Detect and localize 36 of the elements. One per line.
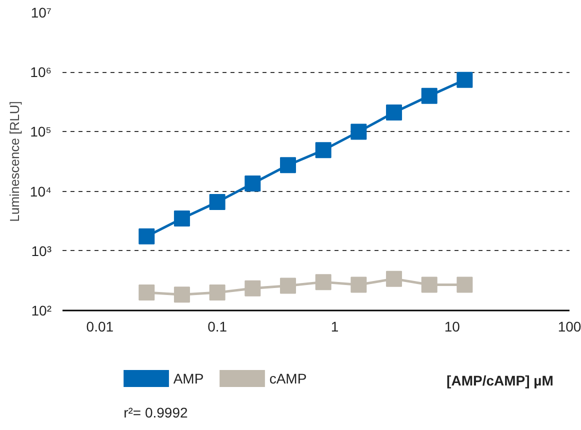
text: r²= 0.9992 (124, 404, 188, 420)
point (456, 276, 473, 293)
y-tick-label: 10⁵ (30, 124, 52, 140)
y-tick-label: 10³ (31, 242, 52, 259)
point (350, 276, 367, 293)
point (456, 72, 473, 88)
point (174, 286, 190, 303)
point (386, 270, 402, 287)
x-tick-label: 100 (558, 318, 581, 334)
legend-label: cAMP (269, 370, 307, 386)
point (386, 104, 402, 120)
point (421, 88, 438, 104)
y-tick-label: 10⁶ (30, 64, 52, 80)
point (350, 124, 367, 140)
y-tick-label: 10⁴ (30, 183, 52, 200)
point (315, 142, 332, 158)
point (209, 284, 226, 301)
x-tick-label: 0.01 (86, 318, 114, 334)
y-tick-label: 10⁷ (30, 4, 52, 20)
point (280, 278, 296, 294)
x-tick-label: 0.1 (208, 318, 228, 334)
point (244, 280, 261, 296)
point (244, 176, 261, 192)
x-axis-title: [AMP/cAMP] µM (446, 372, 554, 388)
x-tick-label: 1 (330, 318, 339, 334)
point (174, 210, 190, 226)
point (280, 157, 296, 174)
legend-label: AMP (173, 370, 204, 386)
point (138, 284, 155, 301)
point (209, 194, 226, 210)
y-tick-label: 10² (31, 302, 52, 318)
point (138, 228, 155, 244)
x-tick-label: 10 (444, 318, 460, 334)
y-axis-title: Luminescence [RLU] (6, 101, 22, 222)
point (421, 276, 438, 293)
point (315, 274, 332, 290)
